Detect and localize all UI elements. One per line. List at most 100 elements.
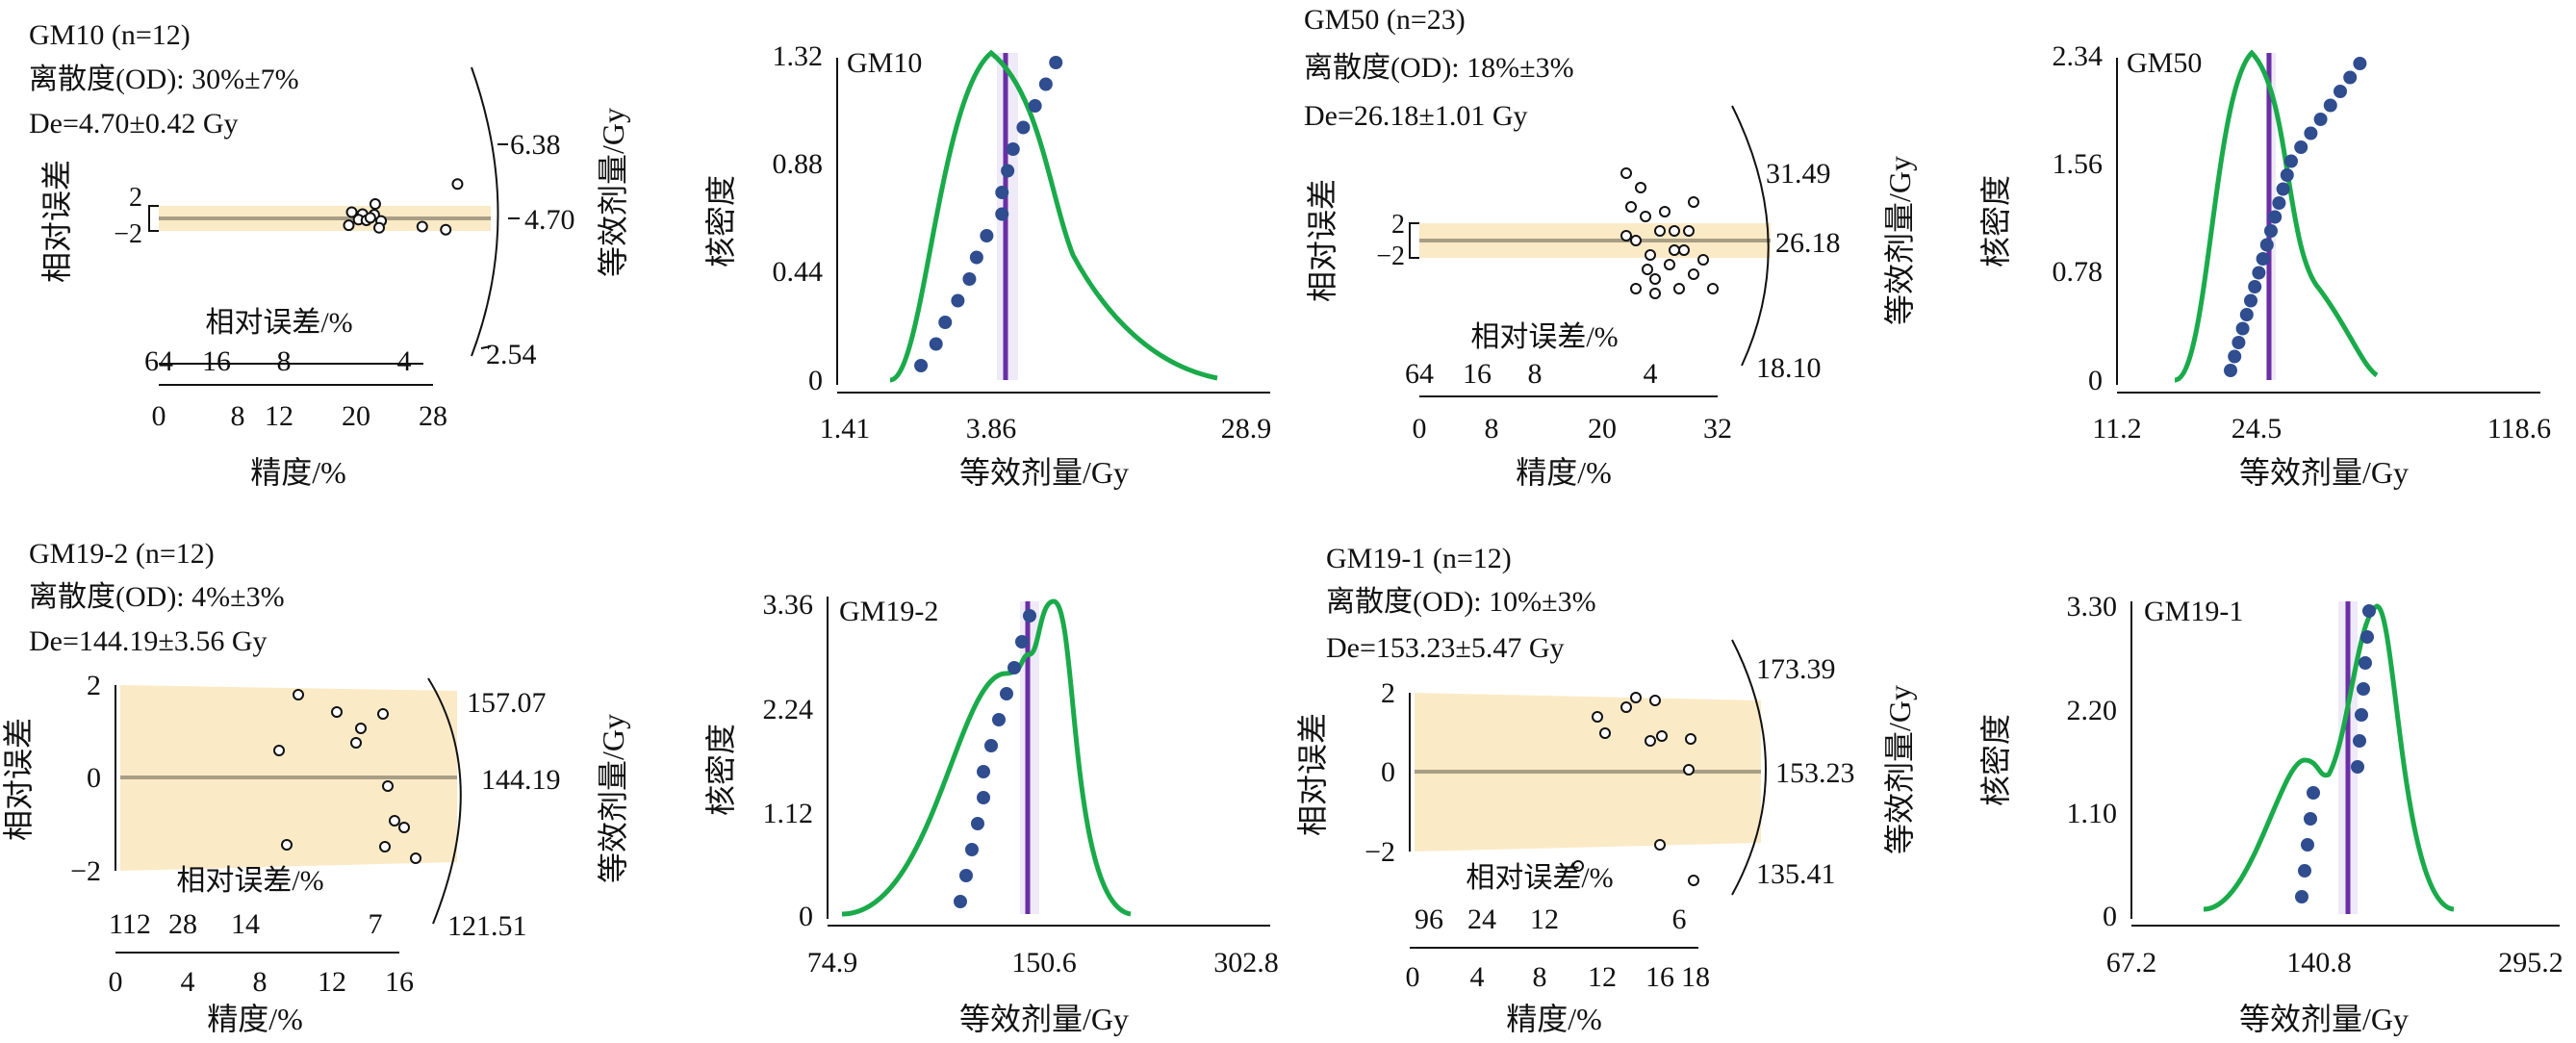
gm19-1-scale-tick: 24: [1467, 903, 1496, 935]
gm50-radial-point: [1620, 230, 1632, 242]
gm50-kde-title: GM50: [2127, 47, 2202, 79]
gm19-1-kde-point: [2301, 838, 2314, 852]
gm50-xtick: 20: [1588, 413, 1617, 445]
gm50-kde-point: [2252, 266, 2266, 280]
gm10-kde-point: [938, 316, 953, 329]
gm50-header-line3: De=26.18±1.01 Gy: [1304, 100, 1528, 132]
gm10-kde-xtick: 3.86: [966, 413, 1017, 445]
gm50-zlabel: 等效剂量/Gy: [1882, 156, 1917, 325]
gm19-2-kde-point: [1000, 687, 1013, 700]
gm19-2-kde-ytick: 0: [799, 901, 813, 932]
gm19-1-xtick: 4: [1470, 961, 1485, 993]
gm19-1-ztick-1: 173.39: [1756, 653, 1836, 685]
gm50-scale-tick: 4: [1644, 358, 1658, 390]
gm19-1-header-line3: De=153.23±5.47 Gy: [1326, 632, 1565, 664]
gm19-1-radial-point: [1630, 692, 1642, 703]
gm50-radial-point: [1688, 268, 1699, 280]
gm19-1-radial-point: [1572, 860, 1584, 872]
gm19-2-kde-point: [984, 739, 998, 752]
gm50-radial-point: [1630, 235, 1642, 246]
gm19-1-radial-point: [1645, 735, 1656, 747]
gm19-2-kde-ytick: 1.12: [763, 798, 814, 829]
gm19-2-kde-xlabel: 等效剂量/Gy: [959, 1002, 1129, 1036]
gm50-kde-point: [2244, 293, 2257, 308]
gm19-1-radial-point: [1620, 701, 1632, 713]
gm10-kde-ytick: 0: [808, 365, 823, 396]
gm10-kde-ytick: 0.44: [773, 256, 824, 288]
gm50-xtick: 8: [1485, 413, 1499, 445]
gm50-ztick-2: 26.18: [1775, 227, 1841, 259]
gm19-2-radial-point: [293, 689, 304, 700]
gm10-kde-points: [914, 56, 1063, 372]
gm10-radial-point: [440, 223, 452, 236]
gm19-2-radial-point: [331, 706, 343, 718]
gm10-header-line3: De=4.70±0.42 Gy: [29, 108, 239, 140]
gm10-kde-panel: 1.32 0.88 0.44 0 核密度 GM10 1.41 3.86 28.9…: [703, 40, 1271, 490]
gm10-kde-point: [1001, 164, 1015, 178]
gm50-kde-xlabel: 等效剂量/Gy: [2239, 455, 2409, 490]
gm19-2-radial-point: [377, 708, 389, 720]
gm10-z-arc: [471, 66, 499, 357]
gm19-2-radial-point: [281, 839, 293, 851]
gm10-kde-point: [969, 250, 983, 265]
gm10-kde-point: [1028, 99, 1042, 113]
gm19-2-ztick-1: 157.07: [467, 687, 547, 719]
gm19-1-kde-xtick: 67.2: [2106, 947, 2157, 979]
gm10-kde-point: [1049, 56, 1063, 69]
gm50-kde-point: [2272, 196, 2286, 210]
gm19-1-kde-ytick: 1.10: [2067, 798, 2118, 829]
gm10-kde-xlabel: 等效剂量/Gy: [959, 455, 1129, 490]
gm19-2-xtick: 8: [253, 966, 268, 998]
gm19-1-kde-xtick: 140.8: [2286, 947, 2352, 979]
gm19-1-kde-xtick: 295.2: [2498, 947, 2563, 979]
gm50-ytick-neg2: −2: [1376, 242, 1405, 271]
gm50-scale-tick: 16: [1463, 358, 1492, 390]
gm19-1-kde-point: [2304, 812, 2317, 826]
gm50-points: [1620, 167, 1719, 299]
gm10-scale-label: 相对误差/%: [205, 307, 352, 339]
gm10-radial-point: [345, 206, 358, 218]
gm19-2-radial-point: [355, 723, 367, 734]
gm10-kde-point: [1016, 120, 1031, 135]
gm19-2-kde-panel: 3.36 2.24 1.12 0 核密度 GM19-2 74.9 150.6 3…: [703, 589, 1279, 1036]
gm50-xtick: 0: [1413, 413, 1427, 445]
gm19-1-kde-ytick: 2.20: [2067, 695, 2118, 726]
gm10-radial-point: [416, 220, 428, 233]
gm10-ylabel: 相对误差: [39, 160, 74, 283]
gm19-2-kde-point: [1023, 609, 1036, 623]
gm19-1-kde-ylabel: 核密度: [1978, 714, 2013, 806]
gm19-1-xtick: 0: [1406, 961, 1420, 993]
gm50-xtick: 32: [1703, 413, 1732, 445]
gm19-2-scale-label: 相对误差/%: [176, 865, 323, 897]
gm10-xlabel: 精度/%: [250, 455, 346, 490]
gm19-1-kde-title: GM19-1: [2144, 596, 2243, 627]
gm10-scale-tick: 16: [202, 345, 231, 377]
gm19-2-header-line2: 离散度(OD): 4%±3%: [29, 581, 285, 613]
gm10-zlabel: 等效剂量/Gy: [596, 108, 630, 277]
gm19-2-kde-point: [1007, 661, 1021, 674]
gm19-1-radial-panel: GM19-1 (n=12) 离散度(OD): 10%±3% De=153.23±…: [1295, 543, 1917, 1036]
gm50-radial-point: [1707, 283, 1719, 294]
gm50-kde-point: [2280, 168, 2294, 182]
gm19-1-kde-point: [2357, 682, 2370, 696]
gm10-kde-point: [1006, 142, 1020, 156]
gm50-radial-point: [1688, 196, 1699, 208]
gm50-radial-point: [1625, 201, 1637, 213]
gm19-2-radial-point: [382, 780, 394, 792]
gm19-2-kde-ytick: 2.24: [763, 694, 814, 725]
gm50-radial-point: [1620, 167, 1632, 179]
gm10-ztick-3: 2.54: [486, 339, 537, 370]
gm10-y-axis: [148, 205, 159, 232]
gm19-1-radial-point: [1683, 764, 1695, 776]
gm50-ztick-1: 31.49: [1766, 158, 1831, 190]
gm50-radial-point: [1645, 249, 1656, 261]
gm50-scale-tick: 8: [1528, 358, 1543, 390]
gm50-kde-ytick: 1.56: [2053, 148, 2104, 180]
gm50-radial-point: [1654, 225, 1666, 237]
gm50-kde-point: [2264, 224, 2278, 238]
gm50-scale-label: 相对误差/%: [1470, 321, 1618, 353]
gm19-1-kde-point: [2295, 890, 2308, 903]
gm10-kde-point: [962, 272, 977, 286]
